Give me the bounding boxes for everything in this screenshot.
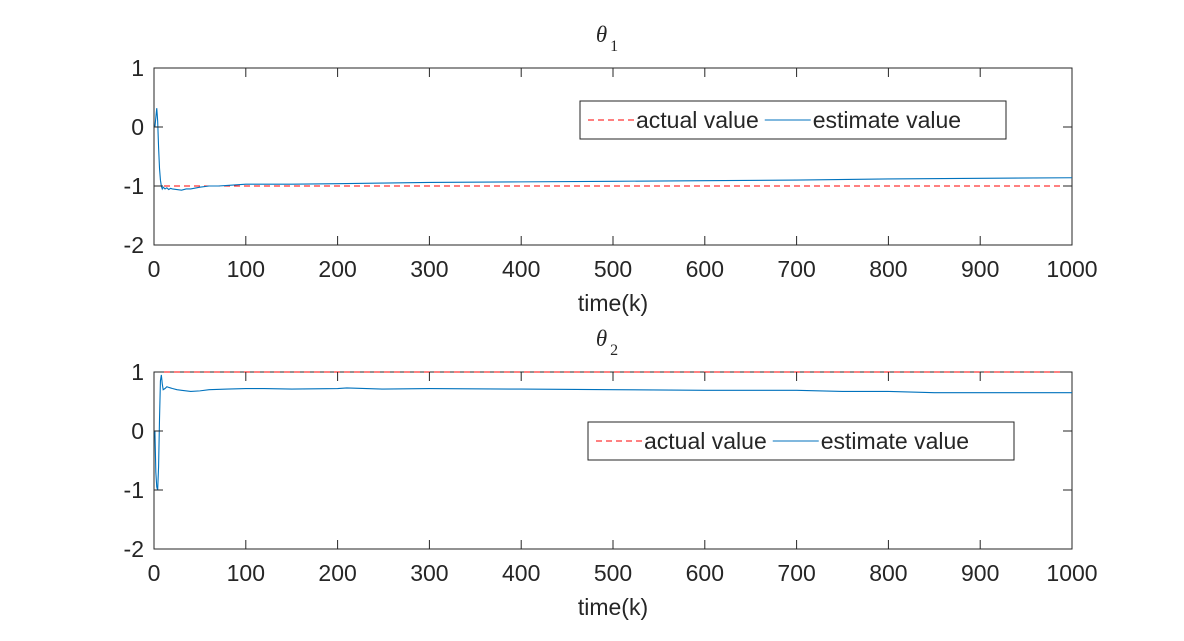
- y-tick-label: -1: [124, 173, 144, 199]
- y-tick-label: 1: [131, 55, 144, 81]
- x-tick-label: 200: [318, 256, 356, 282]
- legend-label: estimate value: [813, 107, 961, 133]
- x-tick-label: 100: [227, 560, 265, 586]
- x-tick-label: 300: [410, 256, 448, 282]
- series-line-estimate-value: [154, 374, 1072, 491]
- plot-area: [153, 67, 1073, 246]
- legend-label: estimate value: [821, 428, 969, 454]
- y-tick-label: -2: [124, 536, 144, 562]
- x-tick-label: 700: [777, 560, 815, 586]
- x-tick-label: 1000: [1046, 560, 1097, 586]
- x-tick-label: 0: [148, 256, 161, 282]
- x-tick-label: 1000: [1046, 256, 1097, 282]
- x-tick-label: 900: [961, 256, 999, 282]
- x-tick-label: 100: [227, 256, 265, 282]
- subplot-2: 0 100 200 300 400 500 600 700 800 900 1000 -2 -1 0 1 ti…: [124, 326, 1098, 620]
- x-axis-label: time(k): [578, 594, 648, 620]
- x-tick-label: 300: [410, 560, 448, 586]
- legend-label: actual value: [636, 107, 759, 133]
- x-tick-label: 500: [594, 560, 632, 586]
- x-tick-label: 900: [961, 560, 999, 586]
- y-tick-label: 1: [131, 359, 144, 385]
- subplot-1: 0 100 200 300 400 500 600 700 800 900 1000 -2 -1 0 1 ti…: [124, 22, 1098, 316]
- y-tick-label: 0: [131, 418, 144, 444]
- x-tick-label: 700: [777, 256, 815, 282]
- legend: actual value estimate value: [579, 100, 1007, 140]
- x-tick-label: 800: [869, 256, 907, 282]
- y-tick-label: -2: [124, 232, 144, 258]
- x-tick-label: 400: [502, 256, 540, 282]
- x-axis-label: time(k): [578, 290, 648, 316]
- legend: actual value estimate value: [587, 421, 1015, 461]
- series-line-estimate-value: [154, 108, 1072, 191]
- y-tick-label: -1: [124, 477, 144, 503]
- x-tick-label: 800: [869, 560, 907, 586]
- x-tick-label: 500: [594, 256, 632, 282]
- legend-label: actual value: [644, 428, 767, 454]
- x-tick-label: 200: [318, 560, 356, 586]
- x-tick-label: 400: [502, 560, 540, 586]
- x-tick-label: 600: [686, 256, 724, 282]
- y-tick-label: 0: [131, 114, 144, 140]
- x-tick-label: 600: [686, 560, 724, 586]
- x-tick-label: 0: [148, 560, 161, 586]
